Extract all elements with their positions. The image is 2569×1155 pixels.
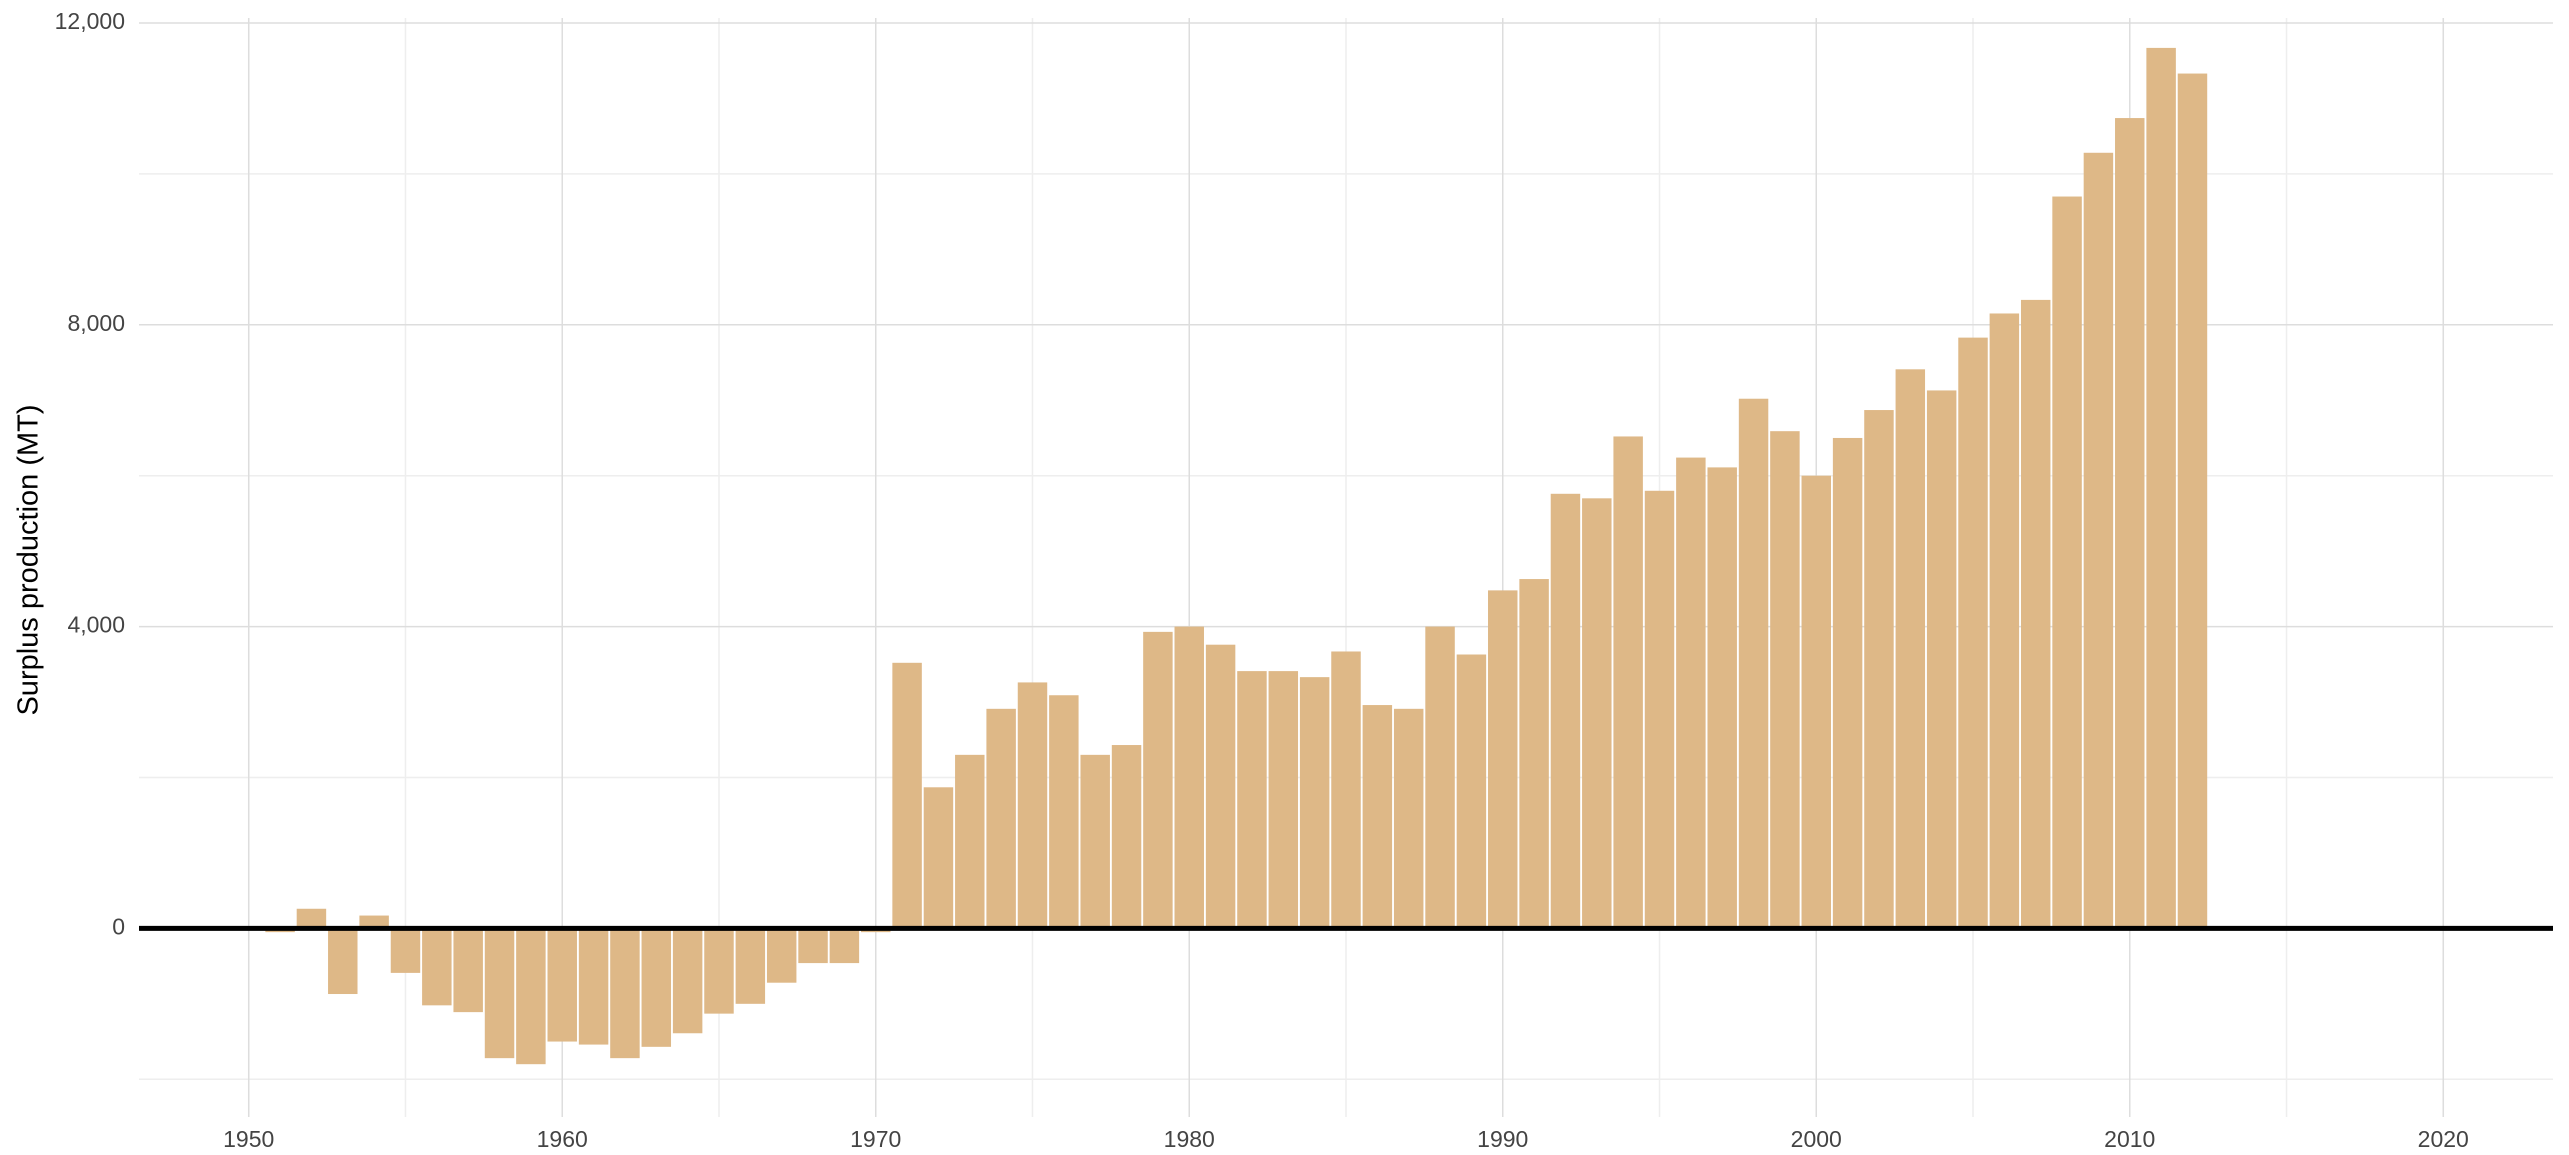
x-tick-label: 1990 (1477, 1126, 1528, 1152)
bar (986, 708, 1016, 929)
bar (484, 928, 515, 1059)
bar (1425, 626, 1455, 929)
bar (704, 928, 734, 1014)
bar (1832, 437, 1863, 929)
y-axis-title: Surplus production (MT) (13, 404, 45, 715)
bar (1613, 436, 1643, 929)
bar (1111, 745, 1142, 929)
bar (2146, 47, 2176, 929)
y-tick-label: 0 (112, 913, 125, 939)
bar (1456, 654, 1487, 929)
bar (672, 928, 703, 1034)
bar (296, 908, 327, 929)
y-tick-label: 12,000 (55, 8, 125, 34)
bar (1958, 337, 1988, 929)
bar (1017, 682, 1048, 929)
bar (766, 928, 797, 983)
bar (1801, 475, 1831, 929)
bar (2052, 196, 2082, 929)
bar (798, 928, 828, 964)
bar (2177, 73, 2208, 929)
bar (1362, 705, 1393, 929)
bar (923, 787, 954, 929)
bar (1989, 313, 2020, 929)
bar (1895, 369, 1926, 929)
bar (359, 915, 389, 929)
bar (578, 928, 609, 1045)
y-tick-label: 4,000 (67, 612, 125, 638)
bar (422, 928, 452, 1006)
bar (1707, 467, 1737, 929)
bar (1676, 457, 1706, 929)
bar (547, 928, 577, 1042)
bar (641, 928, 672, 1047)
x-tick-label: 1970 (850, 1126, 901, 1152)
bar (1519, 579, 1549, 929)
bar (1393, 708, 1424, 929)
bar (955, 754, 985, 929)
bar (1049, 695, 1079, 929)
bar (735, 928, 766, 1004)
bar (1864, 410, 1894, 929)
bar (2083, 152, 2114, 929)
bar (610, 928, 640, 1059)
x-tick-label: 2020 (2418, 1126, 2469, 1152)
bar (829, 928, 860, 964)
x-tick-label: 2010 (2104, 1126, 2155, 1152)
x-tick-label: 1980 (1164, 1126, 1215, 1152)
bar (1143, 631, 1173, 929)
bar (1080, 754, 1110, 929)
x-tick-label: 1950 (223, 1126, 274, 1152)
bar (2020, 299, 2051, 929)
bar (1488, 590, 1518, 929)
x-tick-label: 2000 (1791, 1126, 1842, 1152)
bar (453, 928, 483, 1013)
bar (892, 662, 922, 929)
bar (1237, 671, 1267, 929)
bar (1926, 390, 1957, 929)
bar (2115, 118, 2145, 929)
bar (1205, 644, 1236, 929)
bar (328, 928, 358, 995)
bar (1331, 651, 1361, 929)
bar (1644, 490, 1675, 929)
bar (516, 928, 546, 1065)
bar (1268, 671, 1299, 929)
bar (1770, 431, 1800, 929)
bar (1582, 498, 1612, 929)
bar (390, 928, 421, 973)
bar (1174, 626, 1204, 929)
bar (1550, 493, 1581, 929)
bar (1299, 677, 1330, 929)
x-tick-label: 1960 (537, 1126, 588, 1152)
bar (1738, 398, 1769, 929)
y-tick-label: 8,000 (67, 310, 125, 336)
